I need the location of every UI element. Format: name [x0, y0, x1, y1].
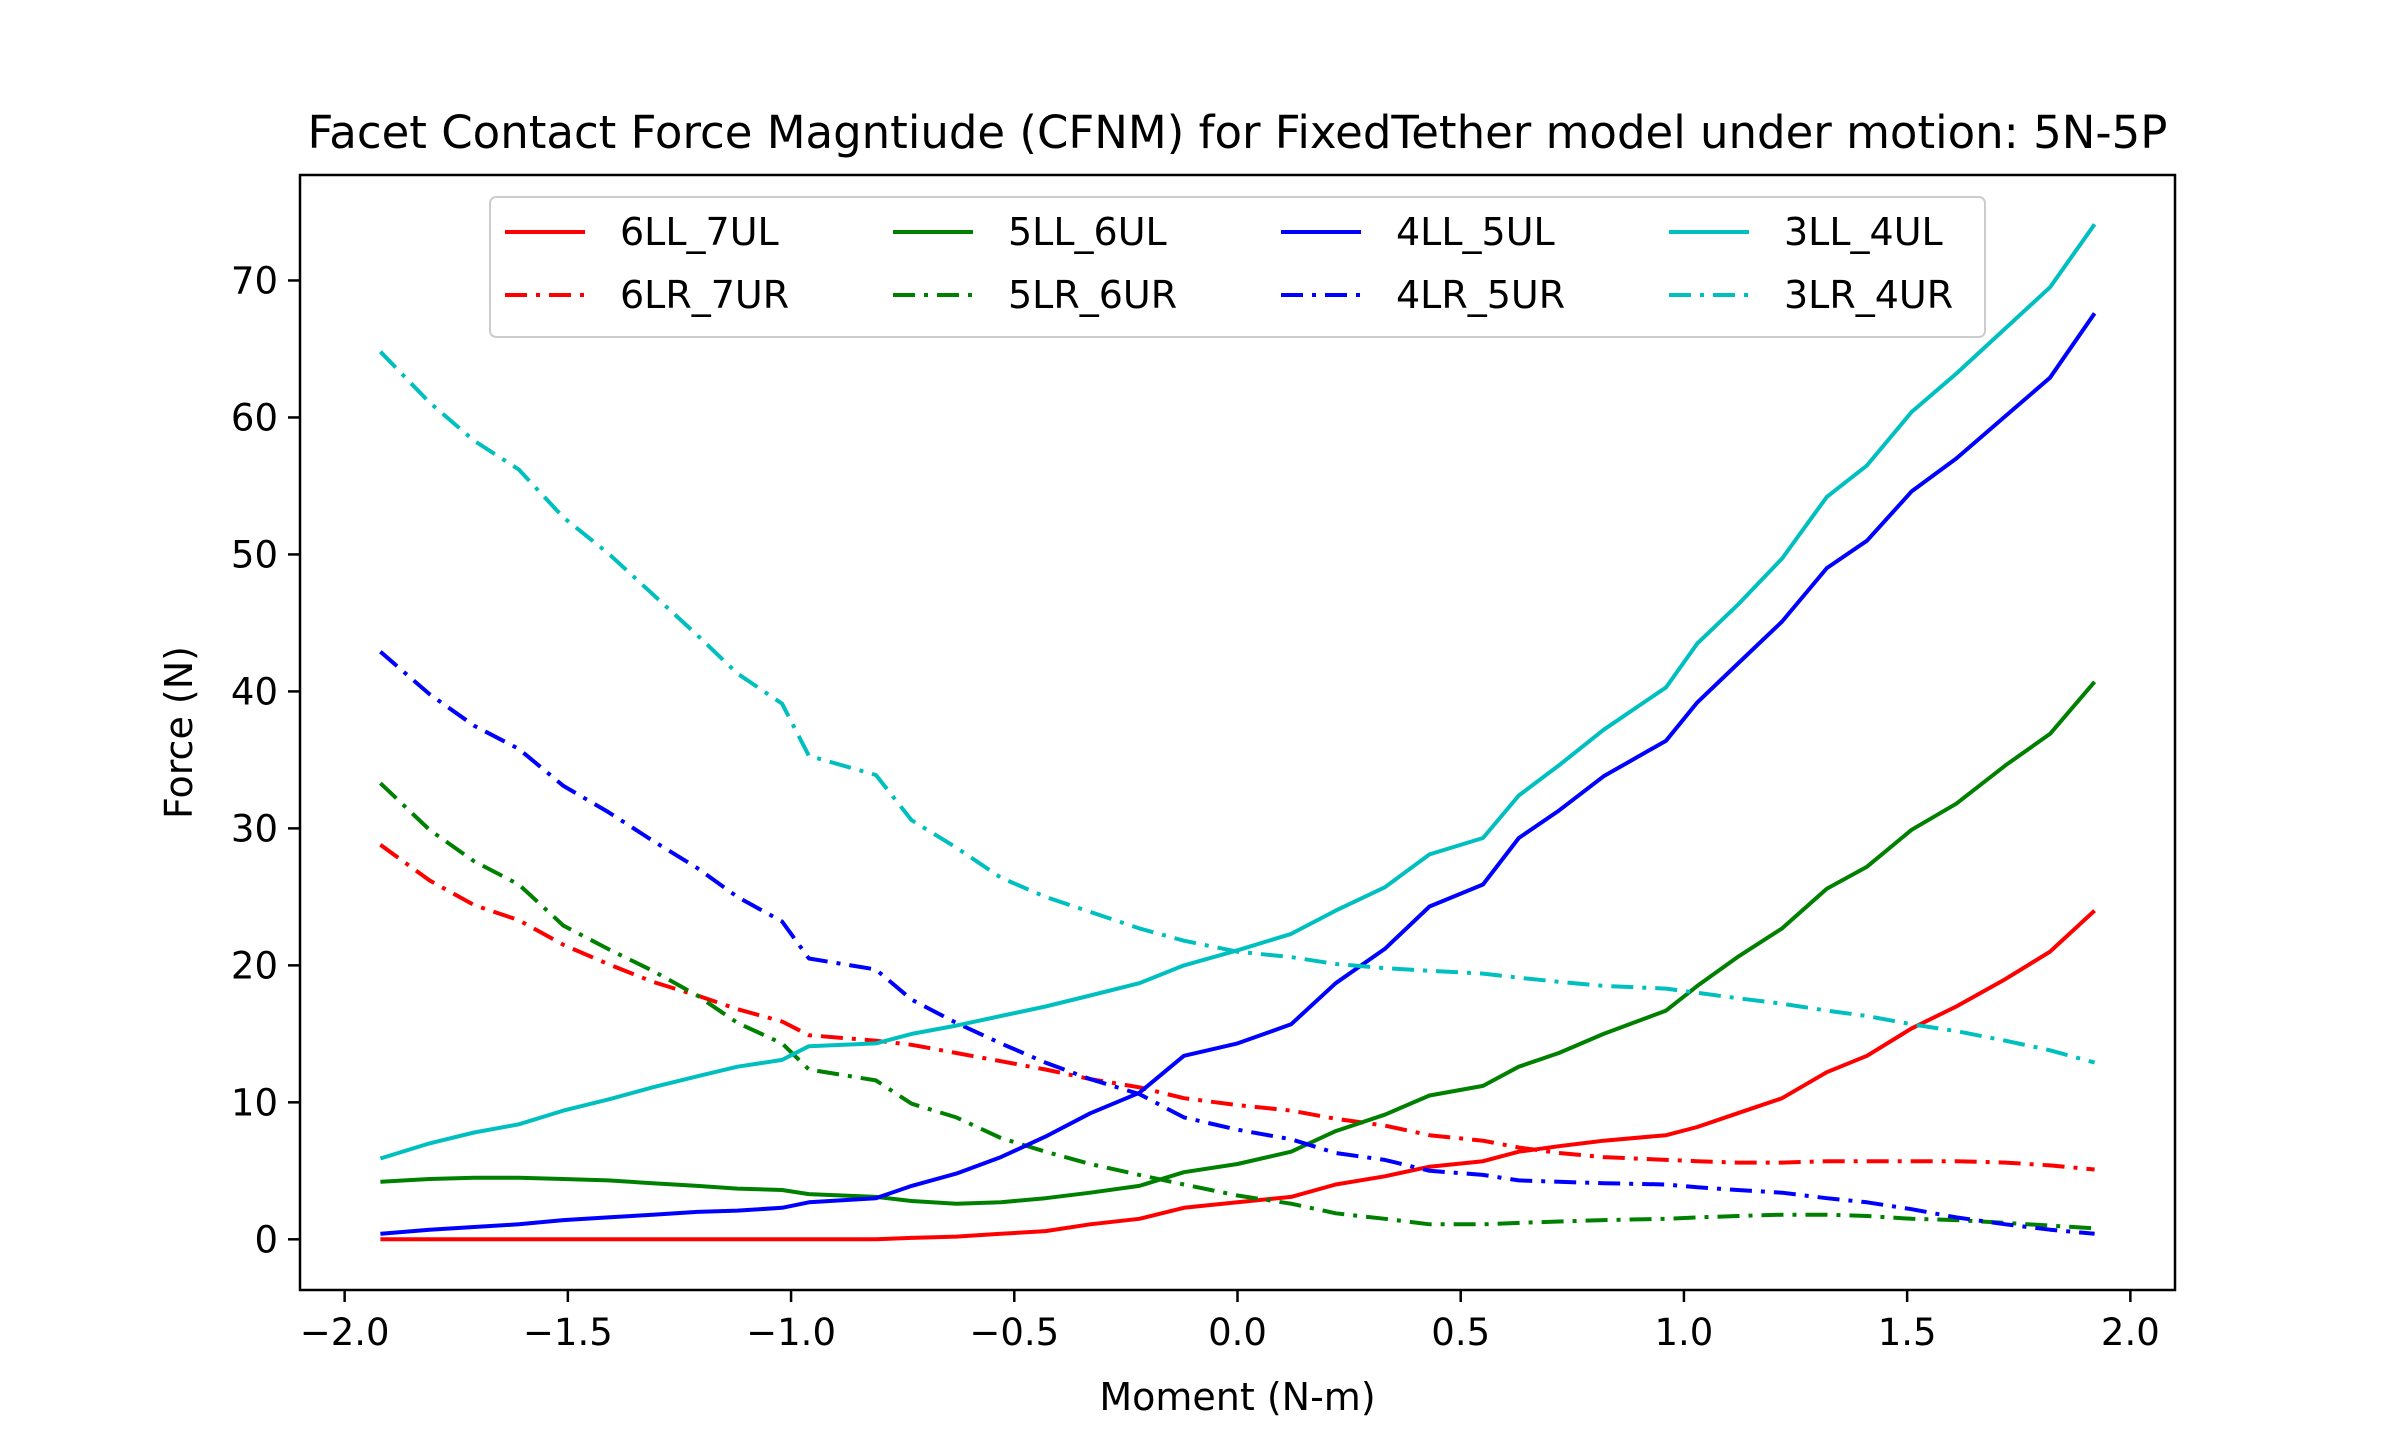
- y-tick-label: 70: [231, 259, 278, 302]
- x-axis: −2.0 −1.5 −1.0 −0.5 0.0 0.5 1.0 1.5 2.0: [300, 1290, 2160, 1354]
- legend-label: 6LR_7UR: [620, 273, 789, 317]
- legend-label: 5LR_6UR: [1008, 273, 1177, 317]
- legend-label: 3LR_4UR: [1784, 273, 1953, 317]
- legend-label: 5LL_6UL: [1008, 210, 1167, 254]
- series-line-6ll-7ul: [380, 909, 2096, 1242]
- legend-label: 4LR_5UR: [1396, 273, 1565, 317]
- x-axis-label: Moment (N-m): [1099, 1375, 1375, 1419]
- x-tick-label: 1.5: [1878, 1311, 1937, 1354]
- chart-title: Facet Contact Force Magntiude (CFNM) for…: [308, 106, 2168, 159]
- legend-box: [489, 196, 1986, 338]
- x-tick-label: −1.0: [746, 1311, 836, 1354]
- legend-label: 3LL_4UL: [1784, 210, 1943, 254]
- plot-lines: [378, 223, 2097, 1242]
- legend: 6LL_7UL 6LR_7UR 5LL_6UL 5LR_6UR 4LL_5UL 4LR_5…: [489, 196, 1986, 338]
- legend-label: 4LL_5UL: [1396, 210, 1555, 254]
- series-line-5lr-6ur: [379, 781, 2095, 1231]
- x-tick-label: 2.0: [2101, 1311, 2160, 1354]
- series-line-6lr-7ur: [379, 843, 2095, 1172]
- y-axis: 0 10 20 30 40 50 60 70: [231, 259, 300, 1261]
- y-tick-label: 60: [231, 396, 278, 439]
- x-tick-label: −2.0: [300, 1311, 390, 1354]
- series-line-3lr-4ur: [378, 350, 2096, 1065]
- series-line-5ll-6ul: [380, 680, 2097, 1206]
- y-tick-label: 20: [231, 944, 278, 987]
- series-line-4ll-5ul: [380, 312, 2097, 1236]
- y-tick-label: 50: [231, 533, 278, 576]
- y-tick-label: 40: [231, 670, 278, 713]
- y-tick-label: 0: [254, 1218, 278, 1261]
- y-tick-label: 10: [231, 1081, 278, 1124]
- y-tick-label: 30: [231, 807, 278, 850]
- x-tick-label: 0.5: [1431, 1311, 1490, 1354]
- x-tick-label: 1.0: [1655, 1311, 1714, 1354]
- legend-label: 6LL_7UL: [620, 210, 779, 254]
- x-tick-label: −1.5: [523, 1311, 613, 1354]
- x-tick-label: −0.5: [969, 1311, 1059, 1354]
- y-axis-label: Force (N): [157, 646, 201, 819]
- x-tick-label: 0.0: [1208, 1311, 1267, 1354]
